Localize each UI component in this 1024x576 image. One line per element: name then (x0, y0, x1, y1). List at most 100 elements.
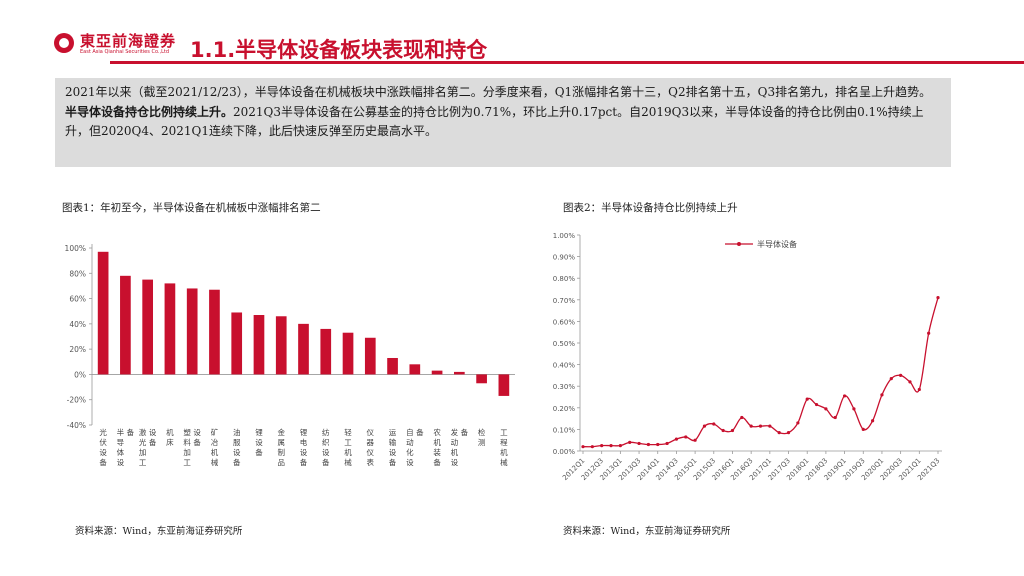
series-point (805, 397, 809, 401)
series-point (656, 442, 660, 447)
bar (342, 332, 354, 375)
bar-category-label: 运输设备 (389, 428, 397, 467)
bar-category-label: 工程机械 (500, 428, 508, 467)
series-point (880, 393, 884, 397)
series-point (740, 415, 744, 420)
bar-category-label: 仪器仪表 (367, 428, 375, 467)
series-point (609, 444, 613, 448)
bar (364, 337, 376, 375)
bar-y-tick-label: 20% (69, 345, 86, 354)
bar (275, 316, 287, 375)
series-point (646, 442, 650, 447)
series-line (582, 297, 939, 448)
summary-paragraph-1: 2021年以来（截至2021/12/23），半导体设备在机械板块中涨跌幅排名第二… (65, 85, 932, 99)
line-y-tick-label: 0.00% (553, 448, 576, 456)
line-y-tick-label: 0.60% (553, 318, 576, 326)
bar-chart: 100% 80% 60% 40% 20% 0% -20% -40% 光伏设备 半导体设备 激光加工设… (65, 244, 515, 467)
summary-box: 2021年以来（截至2021/12/23），半导体设备在机械板块中涨跌幅排名第二… (55, 78, 951, 167)
company-logo: 東亞前海證券 East Asia Qianhai Securities Co.,… (8, 24, 178, 64)
figure1-source: 资料来源：Wind，东亚前海证券研究所 (75, 526, 243, 537)
bar-category-label: 塑料加工设备 (183, 427, 201, 467)
line-y-tick-label: 0.40% (553, 362, 576, 370)
legend-marker (737, 242, 741, 246)
bar-y-tick-label: -20% (67, 396, 86, 405)
line-y-tick-label: 0.70% (553, 297, 576, 305)
series-point (628, 440, 632, 444)
series-point (861, 427, 865, 431)
bar (298, 323, 309, 375)
logo-subtitle: East Asia Qianhai Securities Co.,Ltd (80, 49, 170, 55)
series-point (768, 424, 772, 428)
figure2-source: 资料来源：Wind，东亚前海证券研究所 (563, 526, 731, 537)
series-point (927, 331, 931, 335)
bar (164, 283, 176, 375)
series-point (590, 445, 594, 449)
series-point (842, 394, 847, 398)
figure2-title: 图表2：半导体设备持仓比例持续上升 (563, 202, 738, 214)
line-y-tick-label: 0.30% (553, 383, 576, 391)
slide-header: 東亞前海證券 East Asia Qianhai Securities Co.,… (0, 0, 1024, 70)
series-point (749, 424, 753, 428)
bar-category-label: 自动化设备 (406, 427, 424, 467)
series-point (684, 435, 688, 439)
bar (231, 312, 243, 375)
bar (120, 275, 131, 375)
bar-category-label: 轻工机械 (344, 427, 352, 467)
bar-category-label: 农机装备 (433, 427, 441, 467)
summary-paragraph-2-text: 2021Q3半导体设备在公募基金的持仓比例为0.71%，环比上升0.17pct。… (65, 104, 924, 139)
series-point (712, 422, 716, 426)
bar (97, 251, 109, 375)
title-underline (110, 61, 1024, 64)
bar (209, 289, 220, 375)
bar-category-label: 激光加工设备 (139, 427, 157, 467)
series-point (618, 444, 622, 448)
line-y-tick-label: 0.20% (553, 405, 576, 413)
bar-y-tick-label: 0% (74, 370, 86, 379)
series-point (777, 431, 781, 435)
line-y-tick-label: 0.80% (553, 275, 576, 283)
line-y-tick-label: 1.00% (553, 232, 576, 240)
series-point (637, 441, 641, 446)
bar (253, 315, 265, 375)
bar (142, 279, 154, 375)
line-y-tick-label: 0.90% (553, 254, 576, 262)
summary-highlight: 半导体设备持仓比例持续上升。 (65, 104, 234, 119)
bar-y-tick-label: 100% (65, 244, 86, 253)
bar (387, 357, 398, 375)
bar-category-label: 金属制品 (277, 427, 285, 467)
logo-name: 東亞前海證券 (80, 32, 177, 50)
series-point (814, 402, 819, 407)
series-point (786, 431, 791, 435)
series-point (721, 428, 725, 433)
series-point (702, 424, 707, 428)
series-point (600, 444, 604, 448)
line-y-tick-label: 0.50% (553, 340, 576, 348)
bar (498, 374, 510, 396)
summary-paragraph-2: 半导体设备持仓比例持续上升。2021Q3半导体设备在公募基金的持仓比例为0.71… (65, 103, 941, 142)
bar (453, 371, 465, 375)
bar (320, 328, 332, 375)
series-point (674, 437, 679, 441)
line-chart: 1.00% 0.90% 0.80% 0.70% 0.60% 0.50% 0.40% 0.30%… (553, 232, 942, 482)
bar (409, 364, 421, 375)
bar-category-label: 检测 (478, 427, 486, 447)
bar-category-label: 机床 (166, 427, 174, 447)
series-point (758, 424, 763, 428)
bar-category-label: 发动机设备 (451, 427, 469, 467)
bar-y-tick-label: 60% (69, 295, 86, 304)
bar-y-tick-label: -40% (67, 421, 86, 430)
bar (431, 370, 443, 375)
line-y-tick-label: 0.10% (553, 426, 576, 434)
series-point (693, 438, 697, 442)
series-point (899, 373, 903, 377)
legend-label: 半导体设备 (757, 239, 797, 249)
logo-icon (54, 33, 74, 53)
bar-category-label: 锂电设备 (300, 427, 308, 467)
series-point (796, 421, 800, 425)
series-point (871, 419, 875, 423)
bar-category-label: 油服设备 (233, 427, 241, 467)
bar-category-label: 纺织设备 (322, 427, 330, 467)
series-point (917, 387, 921, 392)
figure1-title: 图表1：年初至今，半导体设备在机械板中涨幅排名第二 (62, 202, 321, 214)
bar-y-tick-label: 40% (69, 320, 86, 329)
